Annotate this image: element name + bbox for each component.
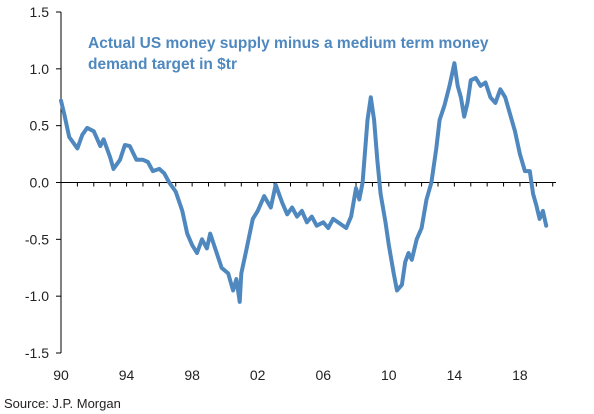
x-tick-label: 06 xyxy=(315,367,331,383)
x-tick-label: 18 xyxy=(512,367,528,383)
y-axis: 1.5 1.0 0.5 0.0 -0.5 -1.0 -1.5 xyxy=(25,4,62,361)
y-tick-label: -0.5 xyxy=(25,231,49,247)
y-tick-label: 0.5 xyxy=(30,118,50,134)
chart-title-line-2: demand target in $tr xyxy=(88,56,237,73)
x-tick-label: 90 xyxy=(53,367,69,383)
series-line-0 xyxy=(59,61,549,304)
y-tick-label: 0.0 xyxy=(30,175,50,191)
x-tick-label: 14 xyxy=(447,367,463,383)
y-tick-label: -1.5 xyxy=(25,345,49,361)
series-layer xyxy=(59,61,549,304)
chart-title: Actual US money supply minus a medium te… xyxy=(88,35,489,52)
y-tick-label: 1.5 xyxy=(30,4,50,20)
y-tick-label: -1.0 xyxy=(25,288,49,304)
x-tick-label: 98 xyxy=(184,367,200,383)
x-tick-label: 02 xyxy=(250,367,266,383)
source-note: Source: J.P. Morgan xyxy=(4,396,121,411)
x-tick-label: 10 xyxy=(381,367,397,383)
x-tick-label: 94 xyxy=(119,367,135,383)
y-tick-label: 1.0 xyxy=(30,61,50,77)
